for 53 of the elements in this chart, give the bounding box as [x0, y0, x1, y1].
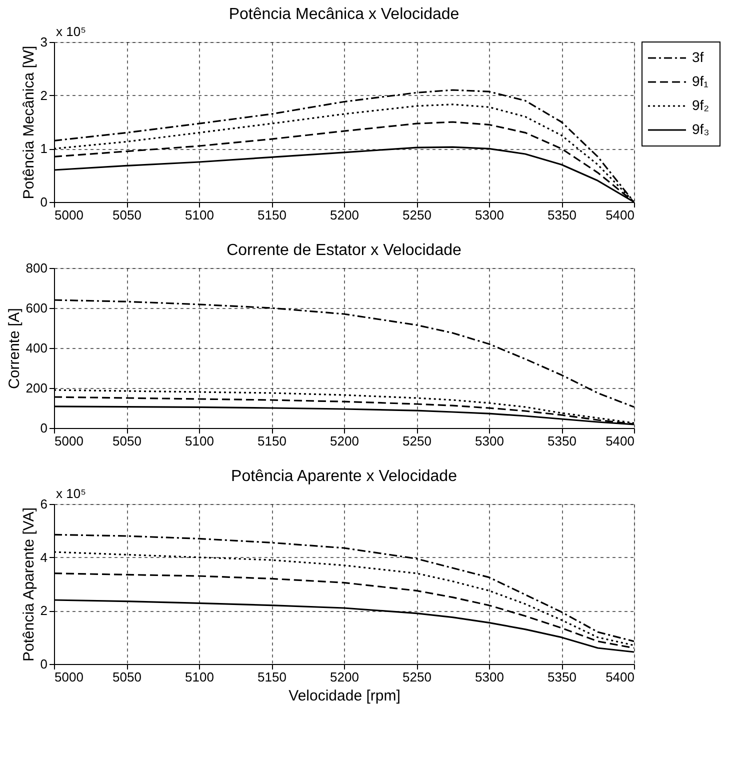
x-tick-label: 5400	[606, 208, 634, 222]
legend-label: 9f₃	[692, 121, 710, 137]
x-tick-label: 5350	[548, 670, 576, 684]
x-tick-label: 5100	[185, 208, 214, 222]
text: x 10⁵	[56, 24, 86, 39]
x-tick-label: 5250	[402, 434, 432, 448]
x-tick-label: 5250	[402, 208, 432, 222]
x-tick-label: 5050	[112, 208, 142, 222]
chart-title: Potência Aparente x Velocidade	[231, 468, 458, 485]
y-axis-title: Potência Mecânica [W]	[20, 46, 38, 200]
y-tick-label: 6	[40, 496, 48, 512]
x-tick-label: 5050	[112, 434, 142, 448]
x-tick-label: 5300	[475, 208, 504, 222]
x-tick-label: 5350	[548, 208, 576, 222]
y-tick-label: 600	[26, 300, 48, 316]
x-tick-label: 5100	[185, 434, 214, 448]
y-tick-label: 200	[26, 380, 48, 396]
x-tick-label: 5200	[330, 208, 359, 222]
y-axis-title: Corrente [A]	[6, 308, 23, 389]
y-tick-label: 800	[26, 260, 48, 276]
x-tick-label: 5300	[475, 670, 504, 684]
y-tick-label: 4	[40, 550, 48, 565]
y-tick-label: 2	[40, 603, 48, 618]
x-tick-label: 5150	[258, 434, 286, 448]
x-tick-label: 5250	[402, 670, 432, 684]
x-tick-label: 5400	[606, 670, 634, 684]
x-tick-label: 5000	[54, 434, 84, 448]
x-tick-label: 5150	[258, 208, 286, 222]
x-tick-label: 5100	[185, 670, 214, 684]
x-tick-label: 5400	[606, 434, 634, 448]
x-tick-label: 5000	[54, 670, 84, 684]
chart-title: Corrente de Estator x Velocidade	[226, 242, 462, 259]
y-axis-title: Potência Aparente [VA]	[20, 508, 38, 662]
legend-label: 9f₁	[692, 73, 709, 89]
chart-title: Potência Mecânica x Velocidade	[228, 6, 460, 23]
x-tick-label: 5350	[548, 434, 576, 448]
x-tick-label: 5000	[54, 208, 84, 222]
y-tick-label: 1	[40, 141, 48, 156]
legend-label: 3f	[692, 49, 704, 65]
y-tick-label: 0	[40, 420, 48, 436]
x-tick-label: 5300	[475, 434, 504, 448]
x-tick-label: 5050	[112, 670, 142, 684]
x-tick-label: 5150	[258, 670, 286, 684]
y-tick-label: 400	[26, 340, 48, 356]
y-tick-label: 0	[40, 656, 48, 672]
x-axis-title: Velocidade [rpm]	[288, 688, 400, 704]
legend-label: 9f₂	[692, 97, 710, 113]
text: x 10⁵	[56, 486, 86, 501]
y-tick-label: 2	[40, 88, 48, 103]
x-tick-label: 5200	[330, 670, 359, 684]
y-tick-label: 0	[40, 194, 48, 210]
x-tick-label: 5200	[330, 434, 359, 448]
y-tick-label: 3	[40, 34, 48, 50]
